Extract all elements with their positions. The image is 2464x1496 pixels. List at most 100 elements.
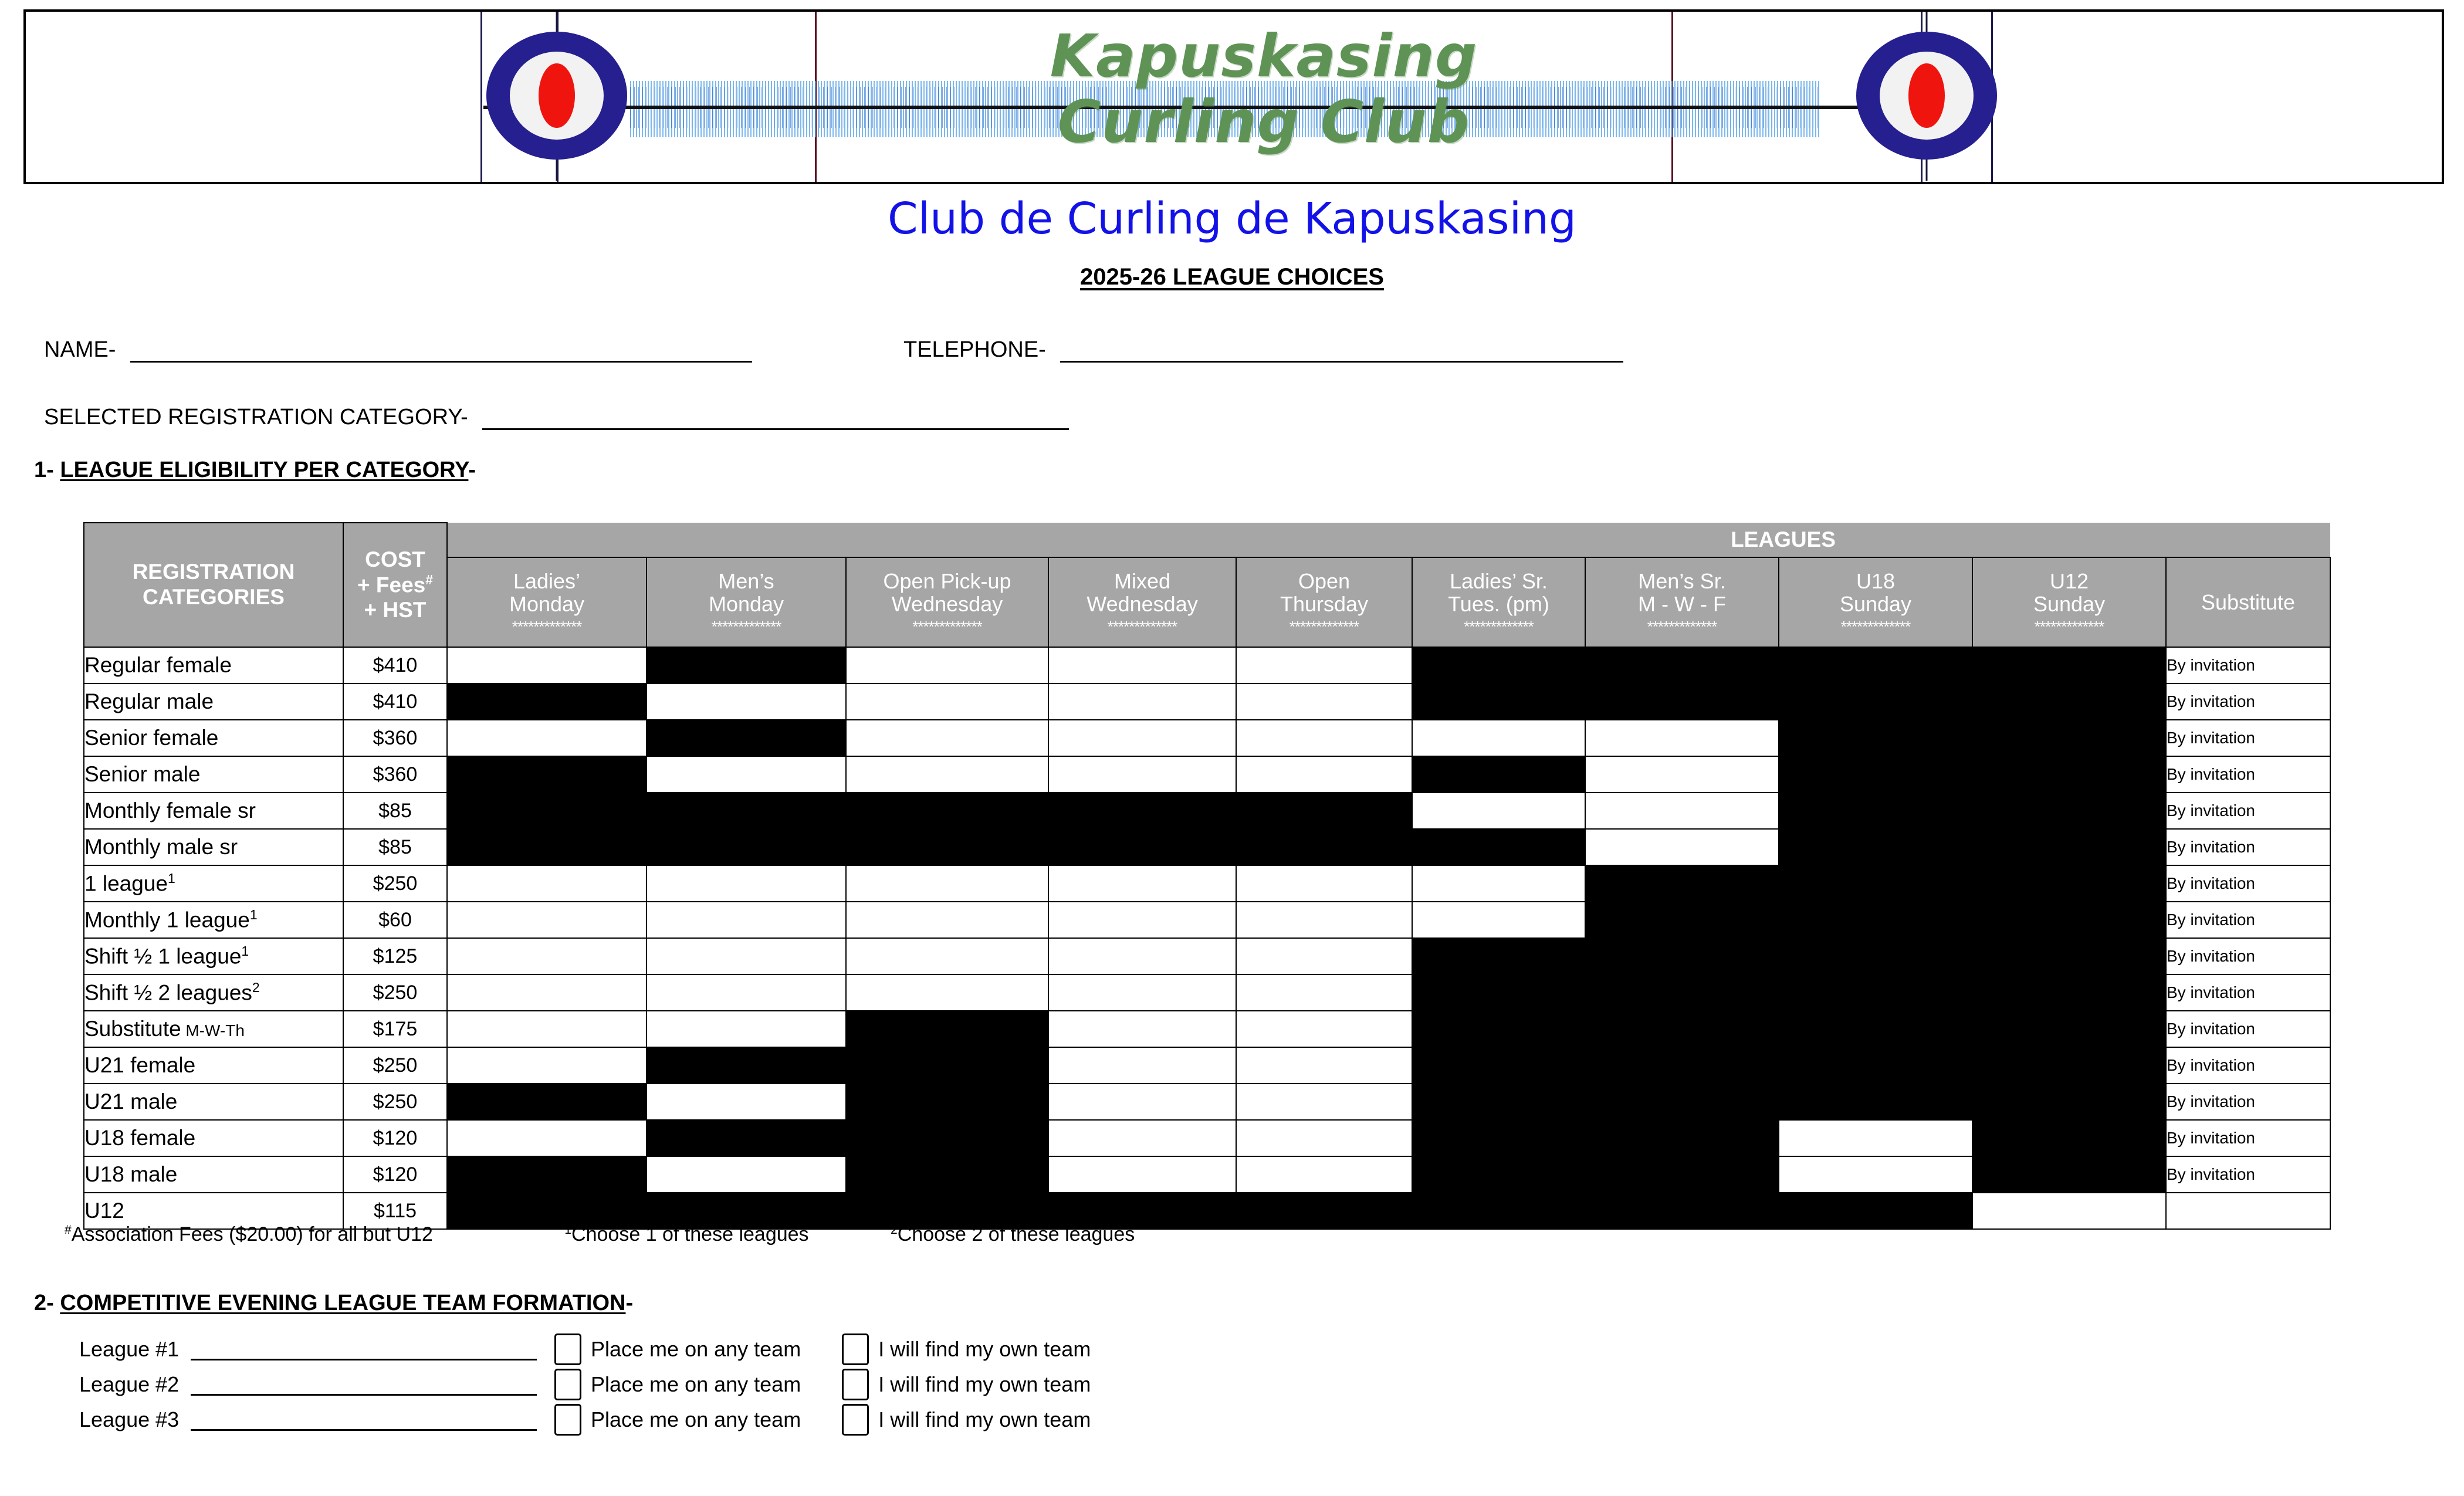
eligibility-cell-open[interactable] (1236, 974, 1413, 1011)
eligibility-cell-open[interactable] (845, 647, 1049, 684)
eligibility-cell-blocked[interactable] (1778, 792, 1973, 830)
eligibility-cell-open[interactable] (1236, 865, 1413, 902)
eligibility-cell-blocked[interactable] (646, 1047, 847, 1084)
eligibility-cell-blocked[interactable] (1585, 1156, 1779, 1193)
eligibility-cell-blocked[interactable] (1585, 937, 1779, 975)
eligibility-cell-open[interactable] (1778, 1156, 1973, 1193)
eligibility-cell-blocked[interactable] (1778, 974, 1973, 1011)
league-choice-input[interactable] (191, 1339, 537, 1360)
eligibility-cell-blocked[interactable] (1585, 865, 1779, 902)
eligibility-cell-blocked[interactable] (1412, 974, 1586, 1011)
eligibility-cell-open[interactable] (1048, 719, 1237, 757)
eligibility-cell-blocked[interactable] (1778, 1010, 1973, 1048)
eligibility-cell-open[interactable] (1236, 1083, 1413, 1121)
eligibility-cell-blocked[interactable] (1972, 683, 2167, 720)
eligibility-cell-open[interactable] (845, 756, 1049, 793)
eligibility-cell-open[interactable] (646, 865, 847, 902)
eligibility-cell-blocked[interactable] (1778, 1192, 1973, 1230)
eligibility-cell-blocked[interactable] (1778, 937, 1973, 975)
eligibility-cell-blocked[interactable] (1236, 792, 1413, 830)
find-my-own-team-checkbox[interactable] (842, 1369, 869, 1400)
eligibility-cell-blocked[interactable] (446, 1156, 647, 1193)
eligibility-cell-open[interactable] (1236, 1010, 1413, 1048)
eligibility-cell-open[interactable] (1236, 647, 1413, 684)
eligibility-cell-blocked[interactable] (845, 1119, 1049, 1157)
eligibility-cell-open[interactable] (1048, 1156, 1237, 1193)
eligibility-cell-open[interactable] (1048, 1010, 1237, 1048)
eligibility-cell-blocked[interactable] (1778, 647, 1973, 684)
eligibility-cell-blocked[interactable] (1585, 974, 1779, 1011)
eligibility-cell-open[interactable] (1778, 1119, 1973, 1157)
eligibility-cell-open[interactable] (1412, 719, 1586, 757)
eligibility-cell-open[interactable] (646, 974, 847, 1011)
eligibility-cell-blocked[interactable] (1585, 683, 1779, 720)
eligibility-cell-open[interactable] (446, 974, 647, 1011)
eligibility-cell-open[interactable] (1048, 683, 1237, 720)
eligibility-cell-blocked[interactable] (1412, 683, 1586, 720)
eligibility-cell-blocked[interactable] (845, 1192, 1049, 1230)
eligibility-cell-blocked[interactable] (1412, 647, 1586, 684)
eligibility-cell-open[interactable] (1972, 1192, 2167, 1230)
eligibility-cell-open[interactable] (1048, 1083, 1237, 1121)
eligibility-cell-blocked[interactable] (1048, 828, 1237, 866)
eligibility-cell-blocked[interactable] (1585, 1192, 1779, 1230)
eligibility-cell-open[interactable] (1585, 719, 1779, 757)
place-me-on-any-team-checkbox[interactable] (554, 1369, 581, 1400)
eligibility-cell-open[interactable] (845, 974, 1049, 1011)
eligibility-cell-open[interactable] (1048, 756, 1237, 793)
eligibility-cell-open[interactable] (1412, 865, 1586, 902)
eligibility-cell-open[interactable] (845, 719, 1049, 757)
eligibility-cell-open[interactable] (1048, 974, 1237, 1011)
eligibility-cell-open[interactable] (446, 1047, 647, 1084)
eligibility-cell-blocked[interactable] (1412, 828, 1586, 866)
eligibility-cell-open[interactable] (845, 901, 1049, 939)
eligibility-cell-blocked[interactable] (1585, 1010, 1779, 1048)
eligibility-cell-blocked[interactable] (1412, 1047, 1586, 1084)
eligibility-cell-open[interactable] (1236, 756, 1413, 793)
eligibility-cell-open[interactable] (1048, 901, 1237, 939)
eligibility-cell-blocked[interactable] (1412, 1010, 1586, 1048)
eligibility-cell-open[interactable] (1236, 937, 1413, 975)
eligibility-cell-blocked[interactable] (1972, 974, 2167, 1011)
eligibility-cell-blocked[interactable] (845, 1156, 1049, 1193)
eligibility-cell-open[interactable] (646, 683, 847, 720)
eligibility-cell-open[interactable] (446, 901, 647, 939)
find-my-own-team-checkbox[interactable] (842, 1333, 869, 1365)
eligibility-cell-open[interactable] (1585, 756, 1779, 793)
eligibility-cell-open[interactable] (1236, 1156, 1413, 1193)
eligibility-cell-blocked[interactable] (1972, 1156, 2167, 1193)
find-my-own-team-checkbox[interactable] (842, 1404, 869, 1436)
eligibility-cell-open[interactable] (1236, 1047, 1413, 1084)
eligibility-cell-open[interactable] (1236, 901, 1413, 939)
eligibility-cell-blocked[interactable] (1412, 1119, 1586, 1157)
eligibility-cell-blocked[interactable] (845, 1047, 1049, 1084)
eligibility-cell-blocked[interactable] (845, 828, 1049, 866)
eligibility-cell-blocked[interactable] (1412, 1083, 1586, 1121)
eligibility-cell-open[interactable] (646, 937, 847, 975)
eligibility-cell-open[interactable] (845, 683, 1049, 720)
eligibility-cell-blocked[interactable] (845, 1083, 1049, 1121)
eligibility-cell-blocked[interactable] (446, 683, 647, 720)
eligibility-cell-blocked[interactable] (446, 756, 647, 793)
eligibility-cell-blocked[interactable] (1048, 1192, 1237, 1230)
eligibility-cell-blocked[interactable] (646, 1119, 847, 1157)
eligibility-cell-open[interactable] (1585, 828, 1779, 866)
league-choice-input[interactable] (191, 1409, 537, 1431)
eligibility-cell-blocked[interactable] (1972, 719, 2167, 757)
eligibility-cell-open[interactable] (1048, 865, 1237, 902)
eligibility-cell-blocked[interactable] (1972, 1119, 2167, 1157)
league-choice-input[interactable] (191, 1374, 537, 1396)
eligibility-cell-blocked[interactable] (1585, 1119, 1779, 1157)
eligibility-cell-open[interactable] (446, 937, 647, 975)
eligibility-cell-open[interactable] (1236, 683, 1413, 720)
eligibility-cell-blocked[interactable] (1972, 792, 2167, 830)
eligibility-cell-blocked[interactable] (1585, 1047, 1779, 1084)
eligibility-cell-open[interactable] (1585, 792, 1779, 830)
eligibility-cell-open[interactable] (646, 1010, 847, 1048)
eligibility-cell-blocked[interactable] (1972, 901, 2167, 939)
eligibility-cell-blocked[interactable] (1236, 828, 1413, 866)
eligibility-cell-blocked[interactable] (646, 828, 847, 866)
eligibility-cell-blocked[interactable] (446, 1083, 647, 1121)
eligibility-cell-open[interactable] (1048, 937, 1237, 975)
eligibility-cell-blocked[interactable] (1585, 647, 1779, 684)
